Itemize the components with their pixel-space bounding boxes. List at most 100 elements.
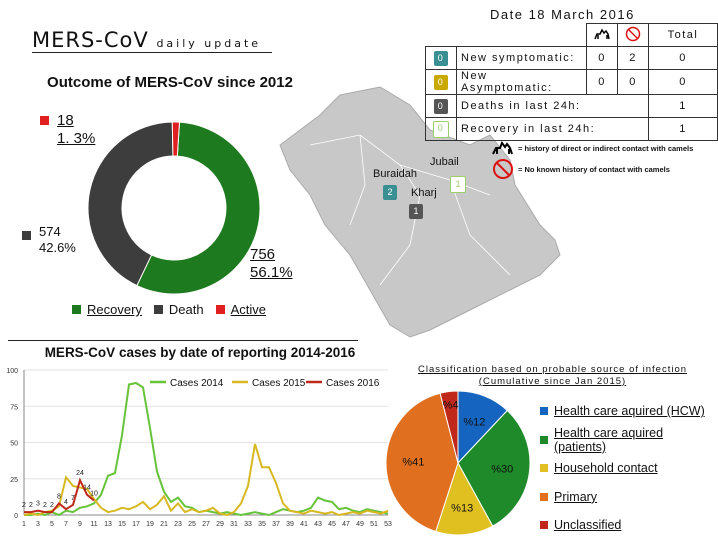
data-label: 2 [43, 502, 47, 509]
pie-slice-label: %4 [443, 399, 459, 411]
row-label: New Asymptomatic: [456, 69, 587, 95]
x-tick-label: 41 [300, 521, 308, 528]
death-pct: 42.6% [39, 240, 76, 255]
data-label: 14 [83, 485, 91, 492]
legend-recovery: Recovery [87, 302, 142, 317]
x-tick-label: 19 [146, 521, 154, 528]
x-tick-label: 35 [258, 521, 266, 528]
legend-label: Cases 2016 [326, 378, 380, 389]
donut-segment-death [87, 121, 174, 287]
x-tick-label: 53 [384, 521, 392, 528]
x-tick-label: 15 [118, 521, 126, 528]
x-tick-label: 9 [78, 521, 82, 528]
row-label: Deaths in last 24h: [456, 94, 649, 118]
donut-segment-active [171, 121, 181, 157]
pie-chart: %12 %30 %13 %41 %4 [385, 390, 531, 536]
pie-slice-primary [385, 392, 459, 533]
legend-label: Cases 2015 [252, 378, 306, 389]
cell-camel: 0 [586, 46, 618, 70]
label-recovery: 756 56.1% [224, 246, 293, 282]
cell-no-camel: 2 [617, 46, 649, 70]
row-label: New symptomatic: [456, 46, 587, 70]
x-tick-label: 27 [202, 521, 210, 528]
legend-label: Household contact [554, 461, 658, 476]
x-tick-label: 33 [244, 521, 252, 528]
data-label: 7 [71, 495, 75, 502]
label-active: 18 1. 3% [40, 112, 95, 148]
legend-active: Active [230, 302, 267, 317]
pie-chart-title: Classification based on probable source … [417, 364, 688, 387]
active-pct: 1. 3% [57, 130, 96, 147]
badge-asymptomatic: 0 [434, 74, 448, 90]
x-tick-label: 51 [370, 521, 378, 528]
cell-no-camel: 0 [617, 69, 649, 95]
line-chart-title: MERS-CoV cases by date of reporting 2014… [44, 345, 356, 360]
cell-total: 1 [648, 94, 718, 118]
pie-slice-household-contact [435, 461, 494, 536]
stats-row-symptomatic: 0 New symptomatic: 0 2 0 [425, 46, 718, 70]
pie-slice-label: %13 [451, 502, 473, 514]
recovery-count: 756 [250, 246, 276, 263]
y-tick-label: 0 [14, 513, 18, 520]
y-tick-label: 100 [6, 368, 18, 375]
pie-legend-item: Health care aquired (HCW) [540, 397, 718, 426]
map-marker-buraidah: 2 [383, 185, 397, 200]
map-marker-jubail: 1 [450, 176, 466, 193]
no-camel-icon [617, 23, 649, 47]
legend-swatch [540, 464, 548, 473]
legend-swatch [540, 407, 548, 416]
map-marker-kharj: 1 [409, 204, 423, 219]
data-label: 24 [76, 470, 84, 477]
map-label-jubail: Jubail [430, 156, 459, 168]
data-label: 4 [64, 499, 68, 506]
no-camel-note: = No known history of contact with camel… [492, 158, 670, 180]
section-divider [8, 340, 358, 341]
legend-swatch-recovery [224, 252, 233, 261]
badge-deaths: 0 [434, 98, 448, 114]
legend-swatch [540, 435, 548, 444]
x-tick-label: 1 [22, 521, 26, 528]
report-date: Date 18 March 2016 [490, 7, 635, 22]
donut-segment-recovery [136, 121, 261, 295]
total-header: Total [648, 23, 718, 47]
legend-label: Health care aquired (patients) [553, 425, 664, 454]
x-tick-label: 21 [160, 521, 168, 528]
cell-camel: 0 [586, 69, 618, 95]
camel-note: = history of direct or indirect contact … [492, 140, 693, 156]
x-tick-label: 3 [36, 521, 40, 528]
donut-chart-title: Outcome of MERS-CoV since 2012 [47, 74, 293, 91]
cell-total: 1 [648, 117, 718, 141]
pie-legend-item: Unclassified [540, 511, 718, 540]
donut-legend: Recovery Death Active [72, 302, 272, 317]
map-label-buraidah: Buraidah [373, 168, 418, 180]
data-label: 2 [50, 502, 54, 509]
data-label: 8 [57, 493, 61, 500]
pie-slice-label: %30 [491, 464, 513, 476]
data-label: 3 [36, 501, 40, 508]
cell-total: 0 [648, 46, 718, 70]
x-tick-label: 23 [174, 521, 182, 528]
x-tick-label: 31 [230, 521, 238, 528]
x-tick-label: 5 [50, 521, 54, 528]
legend-label: Primary [554, 489, 598, 504]
series-line-cases-2014 [24, 381, 389, 517]
pie-legend-item: Primary [540, 483, 718, 512]
map-label-kharj: Kharj [411, 187, 437, 199]
x-tick-label: 49 [356, 521, 364, 528]
recovery-pct: 56.1% [250, 264, 293, 281]
legend-swatch [540, 492, 548, 501]
pie-slice-unclassified [439, 390, 459, 464]
x-tick-label: 7 [64, 521, 68, 528]
x-tick-label: 47 [342, 521, 350, 528]
camel-icon [586, 23, 618, 47]
x-tick-label: 13 [104, 521, 112, 528]
legend-swatch [540, 521, 548, 530]
pie-slice-label: %41 [402, 457, 424, 469]
pie-legend-item: Health care aquired (patients) [540, 426, 718, 455]
stats-row-asymptomatic: 0 New Asymptomatic: 0 0 0 [425, 69, 718, 95]
data-label: 2 [22, 502, 26, 509]
series-line-cases-2016 [24, 477, 95, 514]
label-death: 574 42.6% [22, 224, 76, 256]
legend-swatch-active [40, 116, 49, 125]
legend-swatch-death [22, 231, 31, 240]
